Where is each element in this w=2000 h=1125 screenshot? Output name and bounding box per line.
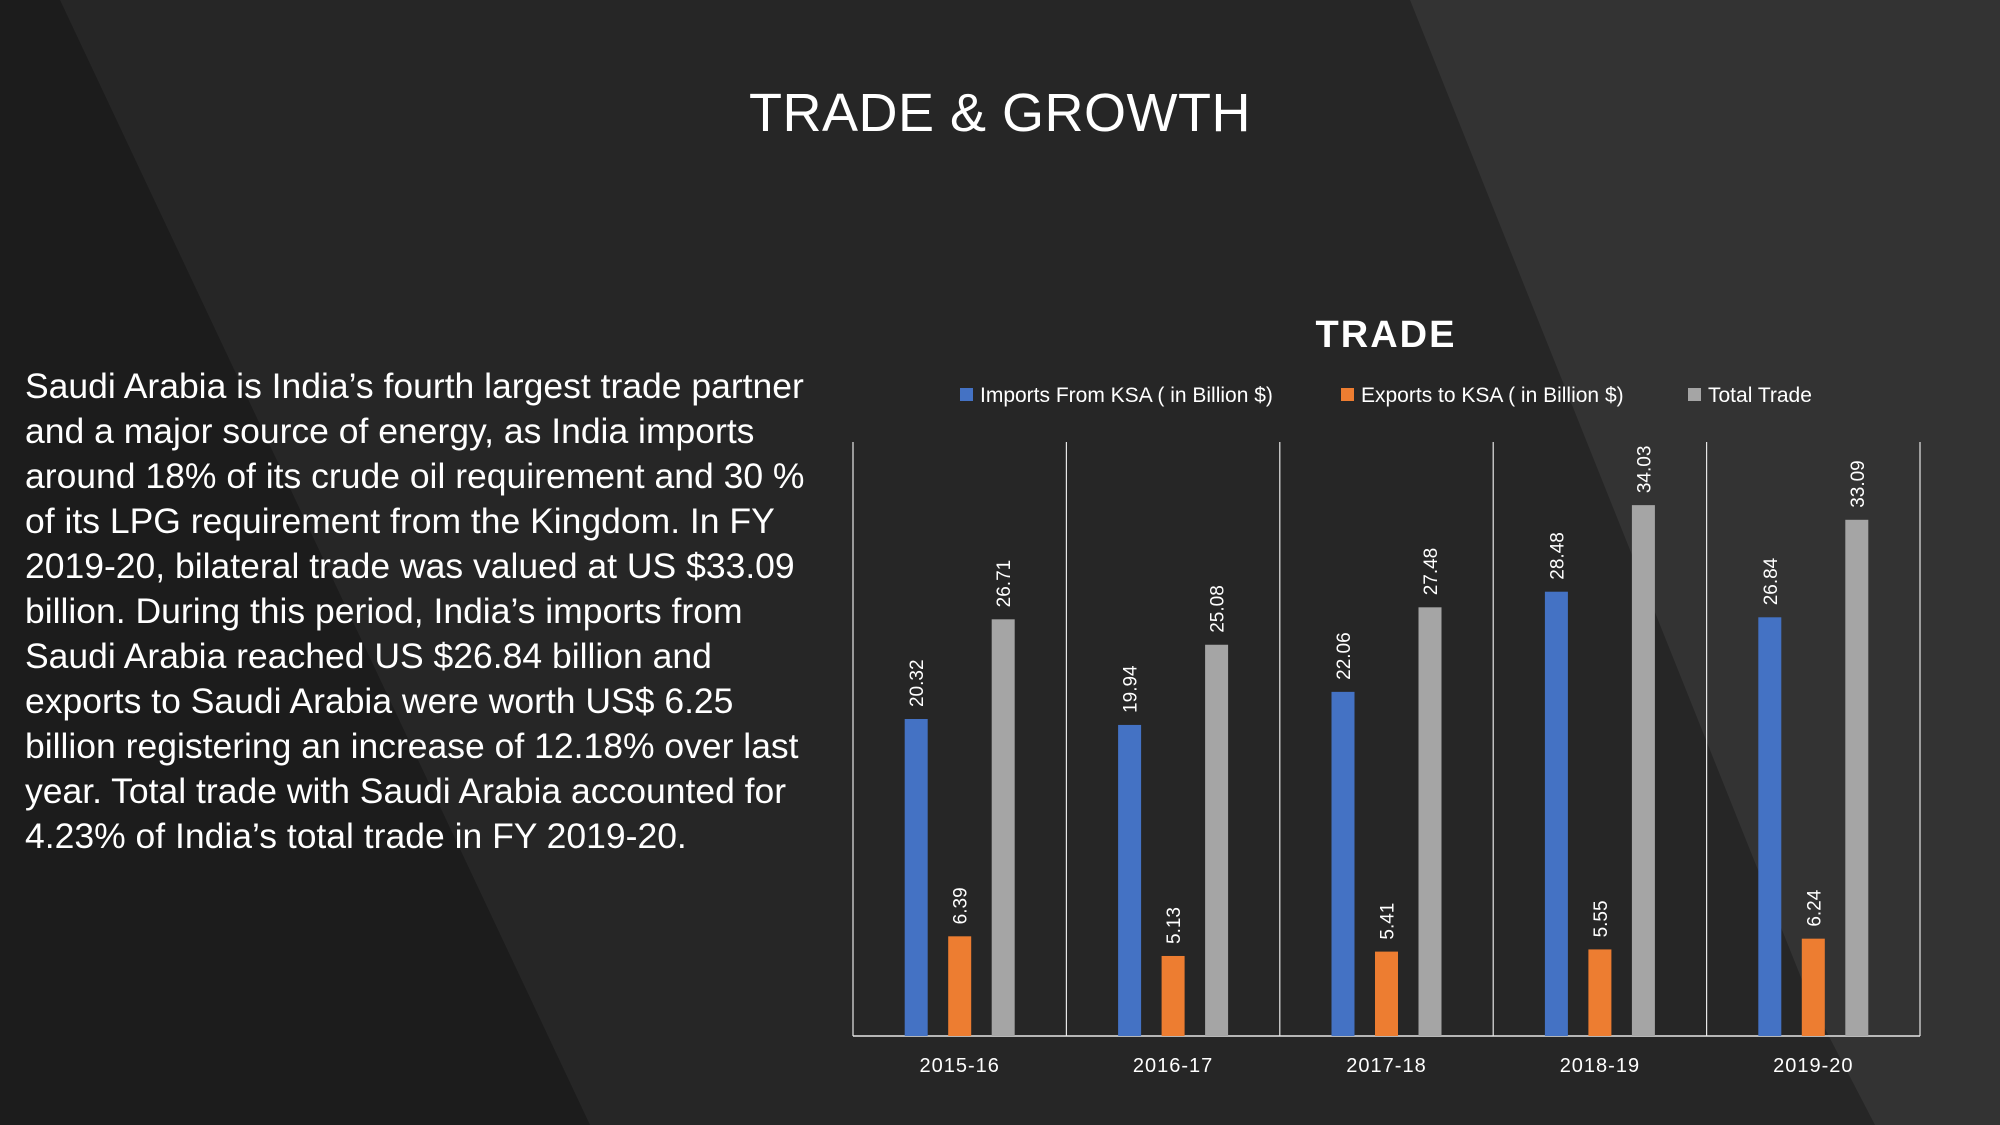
page-title: TRADE & GROWTH — [749, 83, 1251, 143]
x-tick-label: 2016-17 — [1133, 1055, 1213, 1077]
bar-exports-to-ksa-in-billion — [1588, 949, 1612, 1036]
bar-imports-from-ksa-in-billion — [1544, 591, 1568, 1036]
x-tick-label: 2019-20 — [1773, 1055, 1853, 1077]
data-label: 5.13 — [1164, 907, 1185, 944]
legend-label: Total Trade — [1708, 384, 1812, 407]
chart-legend: Imports From KSA ( in Billion $) Exports … — [960, 384, 1812, 407]
data-label: 19.94 — [1121, 665, 1142, 713]
bar-total-trade — [1418, 607, 1442, 1036]
data-label: 6.39 — [951, 887, 972, 924]
bar-exports-to-ksa-in-billion — [1161, 955, 1185, 1036]
body-paragraph: Saudi Arabia is India’s fourth largest t… — [25, 366, 805, 856]
bar-imports-from-ksa-in-billion — [904, 719, 928, 1036]
data-label: 26.71 — [994, 560, 1015, 608]
data-label: 20.32 — [907, 659, 928, 707]
bar-total-trade — [991, 619, 1015, 1036]
data-label: 27.48 — [1421, 548, 1442, 596]
data-label: 34.03 — [1634, 446, 1655, 494]
bar-exports-to-ksa-in-billion — [948, 936, 972, 1036]
data-label: 22.06 — [1334, 632, 1355, 680]
bar-total-trade — [1845, 519, 1869, 1036]
data-label: 26.84 — [1761, 557, 1782, 605]
data-label: 25.08 — [1208, 585, 1229, 633]
chart-title: TRADE — [1316, 314, 1457, 356]
plot-area: 2015-16 20.32 6.39 26.71 2016-17 19.94 5.13 25.… — [852, 442, 1921, 1077]
data-label: 6.24 — [1804, 889, 1825, 926]
bar-total-trade — [1205, 644, 1229, 1036]
legend-swatch — [1341, 388, 1354, 401]
legend-label: Exports to KSA ( in Billion $) — [1361, 384, 1624, 407]
x-tick-label: 2017-18 — [1346, 1055, 1426, 1077]
x-tick-label: 2015-16 — [919, 1055, 999, 1077]
bar-total-trade — [1631, 505, 1655, 1037]
bar-imports-from-ksa-in-billion — [1118, 724, 1142, 1036]
data-label: 33.09 — [1848, 460, 1869, 508]
bar-exports-to-ksa-in-billion — [1801, 938, 1825, 1036]
legend-swatch — [1688, 388, 1701, 401]
bar-imports-from-ksa-in-billion — [1331, 691, 1355, 1036]
legend-swatch — [960, 388, 973, 401]
data-label: 5.41 — [1378, 903, 1399, 940]
data-label: 28.48 — [1547, 532, 1568, 580]
data-label: 5.55 — [1591, 900, 1612, 937]
x-tick-label: 2018-19 — [1560, 1055, 1640, 1077]
legend-label: Imports From KSA ( in Billion $) — [980, 384, 1273, 407]
bar-imports-from-ksa-in-billion — [1758, 617, 1782, 1036]
bar-exports-to-ksa-in-billion — [1375, 951, 1398, 1036]
